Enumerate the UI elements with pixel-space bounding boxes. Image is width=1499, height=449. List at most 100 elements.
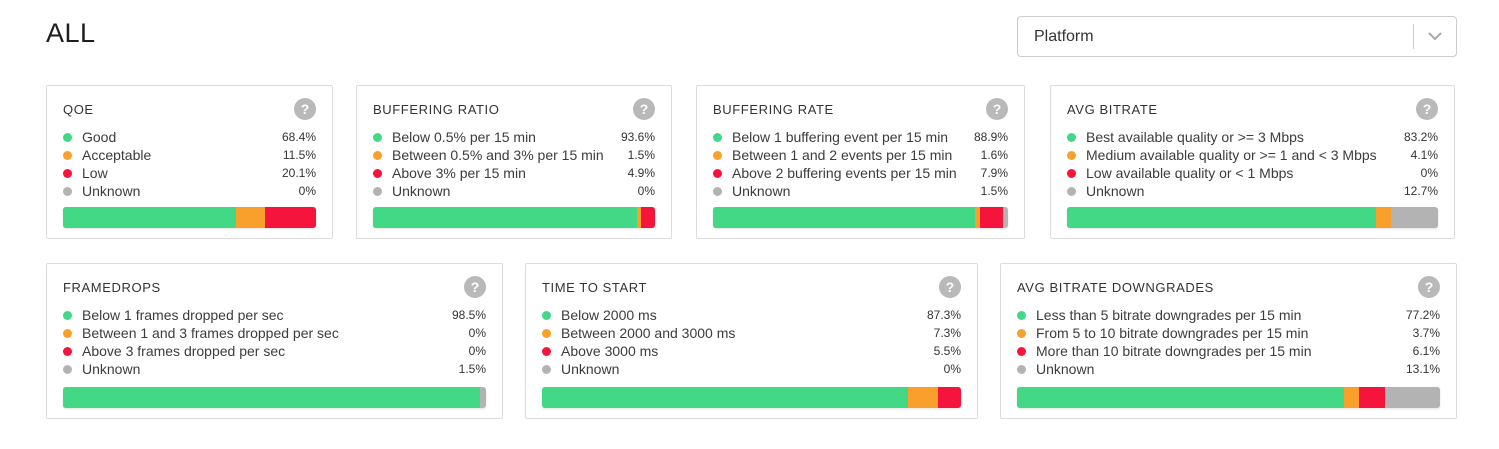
legend-dot-icon bbox=[373, 168, 382, 178]
help-icon[interactable]: ? bbox=[633, 98, 655, 120]
legend-dot-icon bbox=[1017, 364, 1026, 374]
legend-item: Below 0.5% per 15 min 93.6% bbox=[373, 128, 655, 146]
legend-item: Unknown 1.5% bbox=[63, 360, 486, 378]
legend-value: 0% bbox=[637, 184, 655, 198]
legend-item: Between 1 and 2 events per 15 min 1.6% bbox=[713, 146, 1008, 164]
metric-card: AVG BITRATE ? Best available quality or … bbox=[1050, 85, 1455, 239]
stacked-bar bbox=[1067, 207, 1438, 228]
legend-dot-icon bbox=[63, 310, 72, 320]
bar-segment-critical bbox=[1359, 387, 1385, 408]
legend-dot-icon bbox=[542, 364, 551, 374]
legend-dot-icon bbox=[1067, 150, 1076, 160]
legend-value: 0% bbox=[1420, 166, 1438, 180]
bar-segment-good bbox=[713, 207, 976, 228]
card-title: AVG BITRATE DOWNGRADES bbox=[1017, 279, 1214, 295]
legend-label: Between 2000 and 3000 ms bbox=[561, 325, 736, 341]
help-icon[interactable]: ? bbox=[939, 276, 961, 298]
legend-item: Medium available quality or >= 1 and < 3… bbox=[1067, 146, 1438, 164]
legend-label: Best available quality or >= 3 Mbps bbox=[1086, 129, 1304, 145]
help-icon[interactable]: ? bbox=[986, 98, 1008, 120]
legend-item: Above 2 buffering events per 15 min 7.9% bbox=[713, 164, 1008, 182]
help-icon[interactable]: ? bbox=[464, 276, 486, 298]
legend-label: Less than 5 bitrate downgrades per 15 mi… bbox=[1036, 307, 1302, 323]
legend-item: Unknown 0% bbox=[63, 182, 316, 200]
help-icon[interactable]: ? bbox=[1418, 276, 1440, 298]
legend-dot-icon bbox=[63, 328, 72, 338]
legend-item: Unknown 12.7% bbox=[1067, 182, 1438, 200]
bar-segment-good bbox=[1017, 387, 1344, 408]
legend-dot-icon bbox=[542, 346, 551, 356]
legend-label: Unknown bbox=[82, 361, 141, 377]
metric-card: QOE ? Good 68.4% Acceptable 11.5% Low 20… bbox=[46, 85, 333, 239]
legend-value: 77.2% bbox=[1405, 308, 1440, 322]
legend-item: Between 1 and 3 frames dropped per sec 0… bbox=[63, 324, 486, 342]
legend-item: Best available quality or >= 3 Mbps 83.2… bbox=[1067, 128, 1438, 146]
bar-segment-critical bbox=[265, 207, 316, 228]
legend-value: 11.5% bbox=[282, 148, 316, 162]
legend-value: 5.5% bbox=[933, 344, 961, 358]
legend-label: Good bbox=[82, 129, 117, 145]
legend-label: Medium available quality or >= 1 and < 3… bbox=[1086, 147, 1377, 163]
legend-dot-icon bbox=[1067, 132, 1076, 142]
bar-segment-good bbox=[542, 387, 908, 408]
metric-card: FRAMEDROPS ? Below 1 frames dropped per … bbox=[46, 263, 503, 419]
legend-dot-icon bbox=[373, 186, 382, 196]
legend-item: Unknown 1.5% bbox=[713, 182, 1008, 200]
bar-segment-critical bbox=[938, 387, 961, 408]
chevron-down-icon[interactable] bbox=[1414, 32, 1456, 41]
help-icon[interactable]: ? bbox=[1416, 98, 1438, 120]
legend-value: 0% bbox=[468, 326, 486, 340]
legend: Below 1 buffering event per 15 min 88.9%… bbox=[713, 128, 1008, 200]
legend-value: 0% bbox=[943, 362, 961, 376]
legend-dot-icon bbox=[63, 346, 72, 356]
legend-dot-icon bbox=[373, 132, 382, 142]
bar-segment-good bbox=[63, 207, 237, 228]
platform-dropdown[interactable]: Platform bbox=[1017, 16, 1457, 57]
metric-card: BUFFERING RATE ? Below 1 buffering event… bbox=[696, 85, 1025, 239]
card-title: FRAMEDROPS bbox=[63, 279, 161, 295]
legend: Below 2000 ms 87.3% Between 2000 and 300… bbox=[542, 306, 961, 378]
legend-item: Low available quality or < 1 Mbps 0% bbox=[1067, 164, 1438, 182]
legend-dot-icon bbox=[63, 150, 72, 160]
bar-segment-good bbox=[373, 207, 637, 228]
bar-segment-warning bbox=[236, 207, 266, 228]
legend-label: Above 3% per 15 min bbox=[392, 165, 526, 181]
legend: Less than 5 bitrate downgrades per 15 mi… bbox=[1017, 306, 1440, 378]
legend-dot-icon bbox=[63, 364, 72, 374]
legend-label: More than 10 bitrate downgrades per 15 m… bbox=[1036, 343, 1312, 359]
legend-value: 0% bbox=[298, 184, 316, 198]
legend-label: Acceptable bbox=[82, 147, 152, 163]
legend-dot-icon bbox=[542, 310, 551, 320]
help-icon[interactable]: ? bbox=[294, 98, 316, 120]
legend-value: 1.5% bbox=[458, 362, 486, 376]
legend-dot-icon bbox=[63, 168, 72, 178]
legend-dot-icon bbox=[1017, 346, 1026, 356]
legend-dot-icon bbox=[542, 328, 551, 338]
legend-dot-icon bbox=[713, 186, 722, 196]
card-title: AVG BITRATE bbox=[1067, 101, 1158, 117]
legend-label: Unknown bbox=[732, 183, 791, 199]
legend-value: 13.1% bbox=[1405, 362, 1440, 376]
legend-item: Unknown 0% bbox=[542, 360, 961, 378]
legend: Good 68.4% Acceptable 11.5% Low 20.1% Un… bbox=[63, 128, 316, 200]
metric-card: BUFFERING RATIO ? Below 0.5% per 15 min … bbox=[356, 85, 672, 239]
stacked-bar bbox=[63, 387, 486, 408]
card-header: QOE ? bbox=[63, 97, 316, 121]
card-header: AVG BITRATE ? bbox=[1067, 97, 1438, 121]
legend-value: 7.9% bbox=[980, 166, 1008, 180]
legend: Below 0.5% per 15 min 93.6% Between 0.5%… bbox=[373, 128, 655, 200]
metric-card: AVG BITRATE DOWNGRADES ? Less than 5 bit… bbox=[1000, 263, 1457, 419]
legend-item: Less than 5 bitrate downgrades per 15 mi… bbox=[1017, 306, 1440, 324]
legend-item: From 5 to 10 bitrate downgrades per 15 m… bbox=[1017, 324, 1440, 342]
legend: Below 1 frames dropped per sec 98.5% Bet… bbox=[63, 306, 486, 378]
bar-segment-warning bbox=[636, 207, 642, 228]
bar-segment-warning bbox=[975, 207, 980, 228]
stacked-bar bbox=[373, 207, 655, 228]
legend-dot-icon bbox=[63, 186, 72, 196]
legend-label: Between 1 and 2 events per 15 min bbox=[732, 147, 953, 163]
legend-label: Above 3 frames dropped per sec bbox=[82, 343, 286, 359]
legend-label: Unknown bbox=[82, 183, 141, 199]
legend-item: Above 3% per 15 min 4.9% bbox=[373, 164, 655, 182]
stacked-bar bbox=[542, 387, 961, 408]
legend-label: Unknown bbox=[1086, 183, 1145, 199]
